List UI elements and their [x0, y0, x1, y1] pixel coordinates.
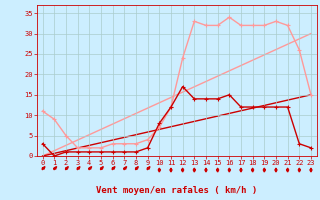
- X-axis label: Vent moyen/en rafales ( km/h ): Vent moyen/en rafales ( km/h ): [96, 186, 257, 195]
